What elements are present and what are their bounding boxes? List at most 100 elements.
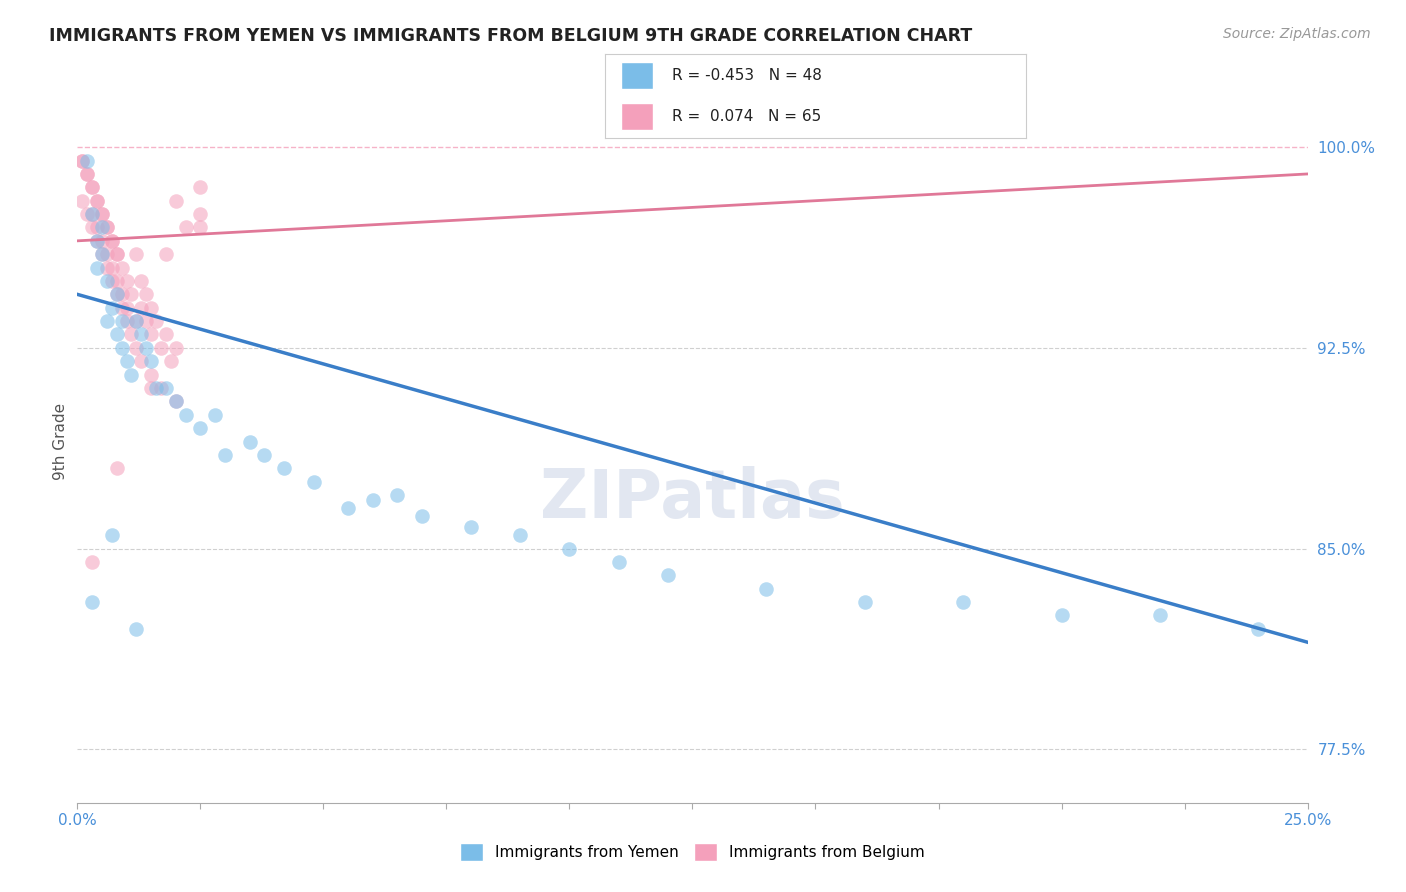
Point bbox=[101, 234, 124, 248]
Point bbox=[90, 234, 114, 248]
Point bbox=[111, 287, 132, 301]
Point bbox=[111, 314, 132, 328]
Point bbox=[101, 528, 124, 542]
Point bbox=[105, 287, 128, 301]
Point bbox=[96, 247, 118, 261]
Point bbox=[385, 488, 409, 502]
Point bbox=[111, 341, 132, 355]
Point bbox=[204, 408, 226, 422]
Point bbox=[105, 287, 128, 301]
FancyBboxPatch shape bbox=[621, 62, 652, 89]
Point bbox=[952, 595, 974, 609]
Point bbox=[96, 220, 118, 235]
Point bbox=[105, 247, 128, 261]
Point bbox=[121, 368, 143, 382]
Point bbox=[150, 381, 173, 395]
Point bbox=[70, 153, 93, 168]
Point bbox=[239, 434, 262, 449]
Point bbox=[82, 220, 104, 235]
Point bbox=[165, 194, 187, 208]
Text: ZIPatlas: ZIPatlas bbox=[540, 467, 845, 533]
Point bbox=[607, 555, 630, 569]
Point bbox=[111, 301, 132, 315]
Point bbox=[76, 167, 98, 181]
Point bbox=[121, 327, 143, 342]
Point bbox=[135, 314, 157, 328]
Point bbox=[129, 354, 153, 368]
Text: Source: ZipAtlas.com: Source: ZipAtlas.com bbox=[1223, 27, 1371, 41]
Point bbox=[853, 595, 876, 609]
Point bbox=[115, 274, 138, 288]
Point bbox=[101, 274, 124, 288]
Point bbox=[558, 541, 581, 556]
Point bbox=[76, 167, 98, 181]
Point bbox=[188, 180, 212, 194]
Point bbox=[214, 448, 236, 462]
Point bbox=[411, 509, 433, 524]
Point bbox=[129, 274, 153, 288]
Point bbox=[129, 301, 153, 315]
Point bbox=[1149, 608, 1171, 623]
Point bbox=[155, 381, 177, 395]
Text: R =  0.074   N = 65: R = 0.074 N = 65 bbox=[672, 109, 821, 124]
Point bbox=[105, 461, 128, 475]
Point bbox=[165, 341, 187, 355]
Point bbox=[174, 220, 197, 235]
Point bbox=[129, 327, 153, 342]
Point bbox=[90, 247, 114, 261]
Point bbox=[1050, 608, 1073, 623]
Point bbox=[76, 153, 98, 168]
Point bbox=[145, 381, 167, 395]
Point bbox=[82, 207, 104, 221]
Point bbox=[155, 247, 177, 261]
Point bbox=[125, 314, 148, 328]
Point bbox=[145, 314, 167, 328]
Point bbox=[125, 247, 148, 261]
Point bbox=[105, 247, 128, 261]
Point bbox=[115, 354, 138, 368]
Point bbox=[111, 260, 132, 275]
Point bbox=[101, 260, 124, 275]
Point bbox=[135, 287, 157, 301]
Point bbox=[188, 220, 212, 235]
Point bbox=[165, 394, 187, 409]
Point bbox=[141, 327, 163, 342]
Point bbox=[86, 234, 108, 248]
Text: IMMIGRANTS FROM YEMEN VS IMMIGRANTS FROM BELGIUM 9TH GRADE CORRELATION CHART: IMMIGRANTS FROM YEMEN VS IMMIGRANTS FROM… bbox=[49, 27, 973, 45]
Point bbox=[460, 520, 482, 534]
Point bbox=[82, 555, 104, 569]
Point bbox=[90, 207, 114, 221]
Point bbox=[273, 461, 295, 475]
Point bbox=[141, 301, 163, 315]
Point bbox=[253, 448, 276, 462]
Point bbox=[125, 341, 148, 355]
Point bbox=[105, 274, 128, 288]
Point bbox=[115, 314, 138, 328]
Legend: Immigrants from Yemen, Immigrants from Belgium: Immigrants from Yemen, Immigrants from B… bbox=[454, 837, 931, 867]
Point bbox=[509, 528, 531, 542]
Point bbox=[101, 234, 124, 248]
Point bbox=[155, 327, 177, 342]
Point bbox=[657, 568, 679, 582]
Point bbox=[70, 194, 93, 208]
Point bbox=[135, 341, 157, 355]
Point bbox=[1247, 622, 1270, 636]
Point bbox=[101, 301, 124, 315]
Point bbox=[302, 475, 325, 489]
Point bbox=[141, 354, 163, 368]
Point bbox=[86, 260, 108, 275]
Point bbox=[96, 274, 118, 288]
Point bbox=[188, 207, 212, 221]
Point bbox=[141, 368, 163, 382]
Point bbox=[96, 260, 118, 275]
Point bbox=[86, 220, 108, 235]
Point bbox=[96, 220, 118, 235]
Point bbox=[121, 287, 143, 301]
Point bbox=[90, 247, 114, 261]
Point bbox=[160, 354, 183, 368]
Point bbox=[96, 314, 118, 328]
Point bbox=[361, 493, 384, 508]
Point bbox=[174, 408, 197, 422]
Point bbox=[150, 341, 173, 355]
Point bbox=[82, 595, 104, 609]
